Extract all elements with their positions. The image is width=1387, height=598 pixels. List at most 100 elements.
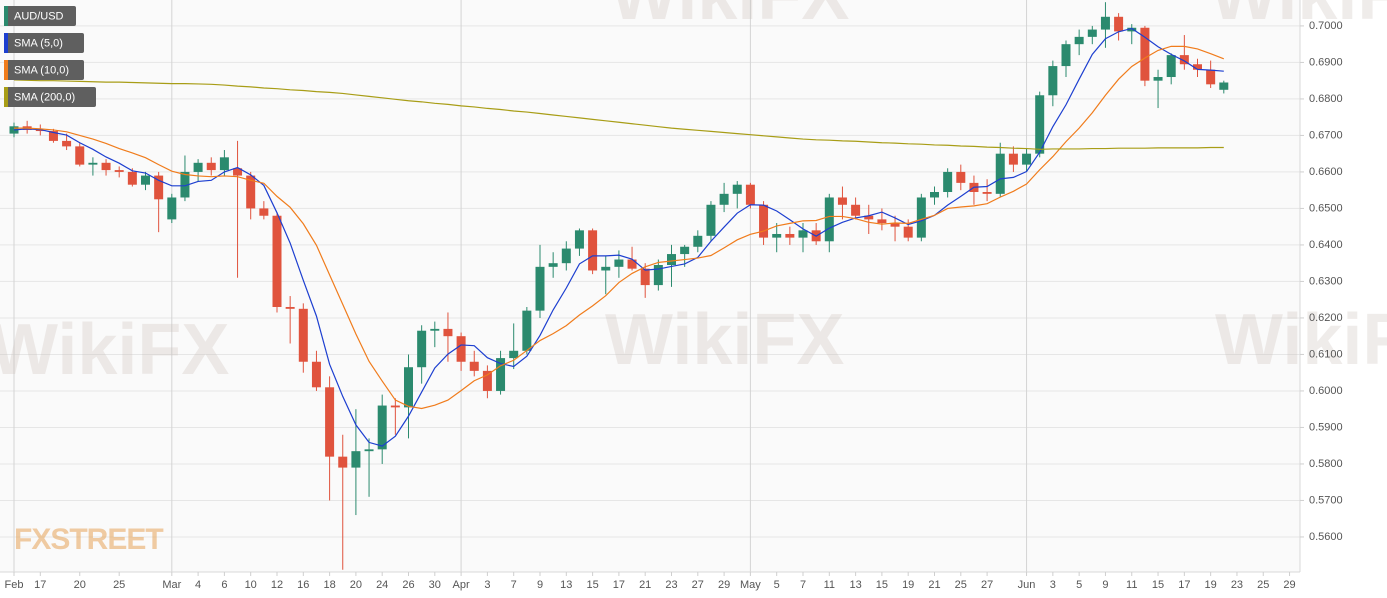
candle-body: [364, 449, 374, 452]
x-tick-label: 4: [195, 579, 201, 591]
x-tick-label: 15: [586, 579, 598, 591]
legend-box: [4, 6, 76, 26]
x-tick-label: 11: [1126, 579, 1137, 591]
candle-body: [88, 162, 98, 165]
x-tick-label: 17: [613, 579, 625, 591]
candle-body: [772, 233, 782, 238]
candle-body: [864, 215, 874, 220]
candle-body: [1061, 44, 1071, 67]
grid: [0, 0, 1300, 572]
x-tick-label: Apr: [453, 579, 470, 591]
sma-line: [13, 27, 1224, 447]
candle-body: [798, 230, 808, 238]
x-tick-label: 7: [800, 579, 806, 591]
y-tick-label: 0.5700: [1309, 494, 1343, 506]
watermark: WikiFX: [1215, 300, 1387, 380]
legend-swatch: [4, 33, 8, 53]
x-tick-label: 5: [774, 579, 780, 591]
candle-body: [890, 223, 900, 227]
x-tick-label: Mar: [162, 579, 181, 591]
candle-body: [469, 361, 479, 371]
candle-body: [561, 248, 571, 264]
candle-body: [101, 162, 111, 171]
candle-body: [62, 140, 72, 147]
candle-body: [456, 336, 466, 362]
candle-body: [693, 235, 703, 247]
candle-body: [916, 197, 926, 238]
candle-body: [680, 246, 690, 255]
candle-body: [706, 204, 716, 236]
candle-body: [167, 197, 177, 220]
y-tick-label: 0.6800: [1309, 93, 1343, 105]
candle-body: [759, 204, 769, 238]
y-tick-label: 0.6900: [1309, 56, 1343, 68]
y-tick-label: 0.6700: [1309, 129, 1343, 141]
x-tick-label: 9: [1102, 579, 1108, 591]
x-tick-label: 26: [402, 579, 414, 591]
x-tick-label: 18: [323, 579, 335, 591]
candle-body: [1140, 27, 1150, 81]
candle-body: [930, 192, 939, 198]
candle-body: [154, 175, 164, 200]
y-tick-label: 0.6100: [1309, 348, 1343, 360]
candle-body: [1022, 153, 1032, 165]
x-tick-label: 23: [1231, 579, 1243, 591]
x-tick-label: 19: [1205, 579, 1217, 591]
watermark: WikiFX: [0, 310, 229, 390]
candle-body: [1166, 55, 1176, 78]
x-tick-label: 25: [1257, 579, 1269, 591]
x-tick-label: 30: [429, 579, 441, 591]
x-tick-label: 23: [665, 579, 677, 591]
y-tick-label: 0.6000: [1309, 385, 1343, 397]
candle-body: [390, 405, 400, 408]
sma-line: [13, 79, 1224, 150]
candle-body: [667, 254, 676, 266]
candle-body: [246, 175, 256, 209]
legend: AUD/USD SMA (5,0) SMA (10,0) SMA (200,0): [4, 6, 96, 107]
candle-body: [193, 162, 203, 172]
candle-body: [588, 230, 598, 271]
candle-body: [640, 268, 650, 286]
candle-body: [995, 153, 1005, 194]
x-tick-label: 27: [981, 579, 993, 591]
x-tick-label: 15: [1152, 579, 1164, 591]
candle-body: [259, 208, 269, 216]
candle-body: [1114, 16, 1124, 32]
x-tick-label: 12: [271, 579, 283, 591]
x-tick-label: 3: [484, 579, 490, 591]
x-tick-label: 20: [74, 579, 86, 591]
candle-body: [496, 358, 506, 391]
y-tick-label: 0.6600: [1309, 166, 1343, 178]
x-tick-label: 13: [560, 579, 572, 591]
candle-body: [956, 171, 966, 183]
y-tick-label: 0.5800: [1309, 458, 1343, 470]
y-tick-label: 0.7000: [1309, 20, 1343, 32]
x-tick-label: 19: [902, 579, 914, 591]
candle-body: [1219, 82, 1229, 90]
candle-body: [982, 192, 992, 194]
candle-body: [482, 370, 492, 391]
candle-body: [325, 387, 335, 457]
candle-body: [1100, 16, 1110, 30]
candle-body: [943, 171, 953, 193]
x-tick-label: 21: [928, 579, 940, 591]
x-tick-label: 17: [34, 579, 46, 591]
legend-swatch: [4, 6, 8, 26]
x-tick-label: 6: [221, 579, 227, 591]
x-tick-label: 29: [718, 579, 730, 591]
candle-body: [272, 215, 282, 307]
candle-body: [35, 129, 45, 132]
candle-body: [837, 197, 847, 205]
x-tick-label: 25: [955, 579, 967, 591]
legend-swatch: [4, 60, 8, 80]
y-tick-label: 0.6500: [1309, 202, 1343, 214]
x-tick-label: 17: [1178, 579, 1190, 591]
sma-line: [14, 45, 1225, 410]
candle-body: [1074, 36, 1084, 45]
candle-body: [1153, 77, 1163, 81]
x-tick-label: 24: [376, 579, 388, 591]
candle-body: [127, 171, 137, 185]
watermark: WikiFX: [1210, 0, 1387, 35]
candle-body: [75, 146, 85, 165]
